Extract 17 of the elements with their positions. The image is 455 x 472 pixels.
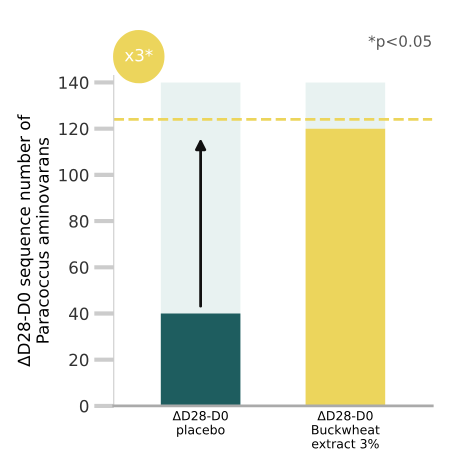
y-tick-label: 140 [59,76,88,90]
y-tick-label: 100 [59,168,88,182]
text: *p<0.05 [368,35,431,50]
y-tick-label: 0 [80,400,88,412]
y-tick-label: 40 [69,307,88,320]
y-tick-label: 80 [69,215,88,228]
y-tick-label: 20 [69,354,88,366]
bar [160,82,240,314]
text: x3* [124,48,153,62]
y-tick-label: 120 [59,122,88,136]
y-tick-label: 60 [69,261,88,274]
bar [306,82,386,129]
x-tick-label: ΔD28-D0 placebo [172,411,228,437]
x-tick-label: ΔD28-D0 Buckwheat extract 3% [312,411,380,448]
bar [306,128,386,406]
y-axis-title: ΔD28-D0 sequence number of Paracoccus aminovarans [17,114,49,367]
bar [160,314,240,406]
